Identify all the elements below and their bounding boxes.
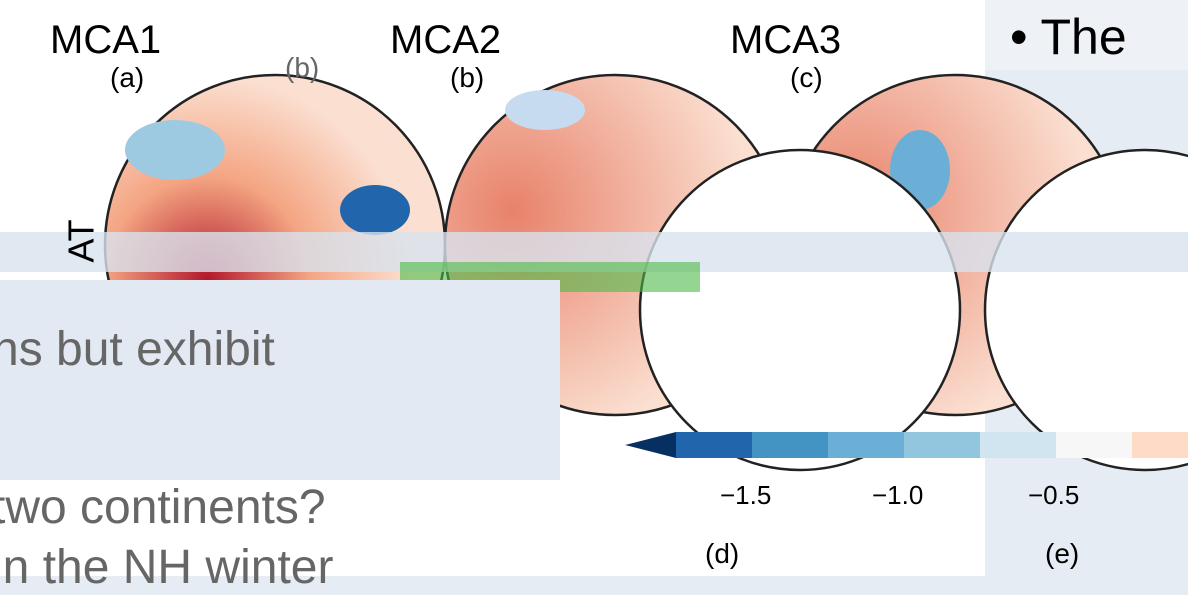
bullet: The [1041, 9, 1127, 65]
column-title: MCA3 [730, 18, 841, 63]
body-text: two continents? [0, 480, 326, 535]
side-label: AT [61, 219, 103, 262]
bullet-text: • The [1010, 8, 1127, 66]
panel-label: (d) [705, 538, 739, 570]
page: MCA1 MCA2 MCA3 • The (a) (b) (b) (c) (d)… [0, 0, 1188, 576]
panel-label: (b) [450, 62, 484, 94]
panel-label: (a) [110, 62, 144, 94]
column-title: MCA2 [390, 18, 501, 63]
column-title: MCA1 [50, 18, 161, 63]
colorbar-tick: −1.0 [872, 480, 923, 511]
panel-label: (b) [285, 52, 319, 84]
glitch-block [0, 280, 560, 480]
colorbar [625, 432, 1188, 458]
panel-label: (c) [790, 62, 823, 94]
body-text: in the NH winter [0, 540, 333, 595]
colorbar-tick: −1.5 [720, 480, 771, 511]
body-text: ns but exhibit [0, 322, 275, 377]
panel-label: (e) [1045, 538, 1079, 570]
colorbar-tick: −0.5 [1028, 480, 1079, 511]
